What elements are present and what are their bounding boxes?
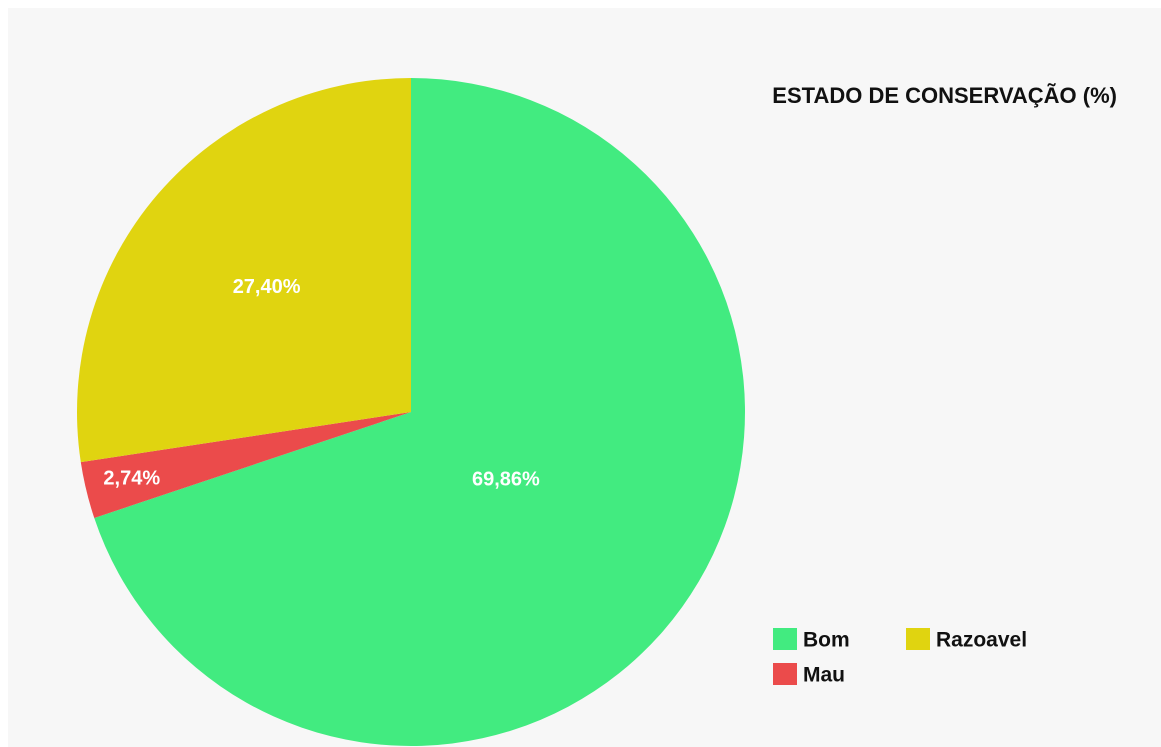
chart-title: ESTADO DE CONSERVAÇÃO (%) [772, 83, 1117, 108]
pie-slice [94, 78, 746, 747]
legend-swatch [773, 663, 797, 685]
slice-label: 2,74% [103, 468, 160, 490]
slice-label: 69,86% [472, 469, 540, 491]
legend-label: Bom [803, 629, 850, 652]
legend-label: Mau [803, 664, 845, 687]
legend-label: Razoavel [936, 629, 1027, 652]
pie-slice [76, 78, 411, 463]
legend-swatch [773, 628, 797, 650]
pie-slice [80, 412, 411, 519]
legend-swatch [906, 628, 930, 650]
slice-label: 27,40% [233, 276, 301, 298]
